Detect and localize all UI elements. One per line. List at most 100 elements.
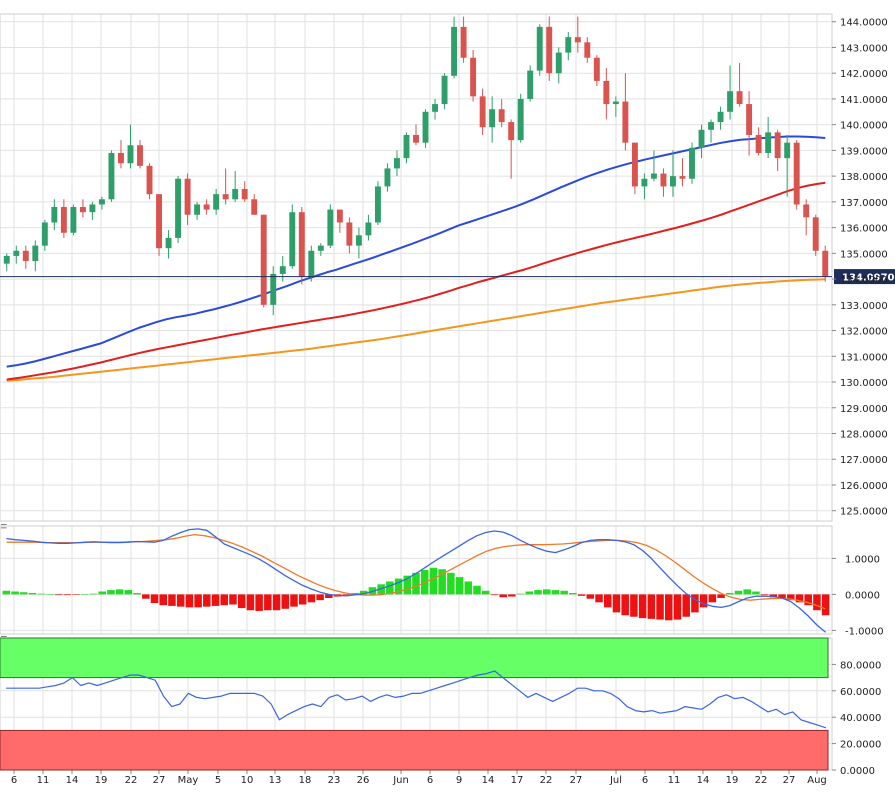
macd-hist-bar: [150, 594, 159, 604]
candle-body: [32, 245, 39, 262]
macd-panel-handle[interactable]: ≡: [0, 522, 8, 532]
macd-hist-bar: [481, 590, 490, 595]
candle-body: [517, 98, 524, 141]
price-tick-label: 131.0000: [840, 352, 888, 363]
macd-hist-bar: [211, 594, 220, 606]
candles-layer: [3, 16, 829, 316]
candle-body: [708, 122, 714, 130]
x-tick-label: Aug: [807, 775, 827, 786]
x-tick-label: 18: [299, 775, 312, 786]
candle-body: [374, 186, 381, 223]
macd-hist-bar: [630, 594, 638, 617]
x-tick-label: Jul: [609, 775, 622, 786]
candle-body: [584, 42, 591, 58]
macd-hist-bar: [316, 594, 324, 601]
candle-body: [660, 173, 667, 187]
candle-body: [251, 199, 258, 215]
macd-hist-bar: [508, 594, 516, 597]
macd-hist-bar: [813, 594, 821, 611]
last-price-tag: 134.0970: [834, 269, 895, 285]
candle-body: [108, 152, 115, 200]
price-tick-label: 141.0000: [840, 95, 888, 106]
macd-lines: [6, 528, 827, 633]
macd-hist-bar: [429, 567, 438, 595]
macd-hist-bar: [124, 590, 133, 595]
macd-hist-bar: [159, 594, 167, 606]
sma200-line: [6, 278, 826, 382]
macd-line: [6, 528, 827, 633]
rsi-line: [6, 670, 827, 729]
macd-hist-bar: [577, 594, 586, 596]
candle-body: [384, 168, 391, 187]
x-tick-label: 19: [95, 775, 108, 786]
macd-hist-bar: [551, 590, 560, 595]
x-tick-label: 6: [642, 775, 648, 786]
candle-body: [698, 129, 705, 148]
macd-hist-bar: [638, 594, 647, 619]
rsi-tick-label: 40.0000: [840, 713, 881, 724]
price-panel: 134.0970 144.0000 143.0000 142.0000 141.000…: [0, 13, 895, 522]
macd-hist-bar: [281, 594, 290, 609]
candle-body: [822, 250, 829, 277]
candle-body: [784, 142, 791, 159]
price-tick-label: 127.0000: [840, 455, 888, 466]
candle-body: [51, 207, 58, 223]
x-tick-label: 27: [153, 775, 166, 786]
macd-hist-bar: [621, 594, 629, 616]
macd-hist-bar: [795, 594, 804, 603]
candle-body: [308, 250, 315, 277]
candle-body: [355, 235, 362, 246]
candle-body: [746, 104, 753, 135]
x-tick-label: 6: [427, 775, 433, 786]
rsi-zones: [0, 637, 829, 771]
macd-hist-bar: [298, 594, 307, 605]
macd-hist-bar: [682, 594, 690, 617]
x-tick-label: 22: [540, 775, 553, 786]
candle-body: [156, 194, 162, 249]
macd-hist-bar: [752, 591, 760, 595]
macd-hist-bar: [699, 594, 708, 608]
macd-hist-bar: [290, 594, 298, 607]
x-tick-label: Jun: [392, 775, 409, 786]
candle-body: [432, 104, 438, 112]
macd-hist-bar: [525, 591, 534, 595]
macd-panel: ≡ 1.0000 0.0000 -1.0000: [0, 522, 884, 637]
price-tick-label: 129.0000: [840, 404, 888, 415]
candle-body: [727, 91, 734, 112]
rsi-tick-label: 20.0000: [840, 740, 881, 751]
macd-hist-bar: [325, 594, 333, 598]
candle-body: [479, 96, 486, 128]
candle-body: [574, 37, 581, 43]
macd-hist-bar: [246, 594, 255, 611]
candle-body: [175, 178, 182, 238]
candle-body: [213, 194, 220, 210]
last-price-bg: [834, 269, 895, 285]
candle-body: [41, 222, 48, 246]
macd-hist-bar: [673, 594, 682, 620]
candle-body: [394, 158, 400, 169]
price-tick-label: 144.0000: [840, 18, 888, 29]
macd-hist-bar: [726, 592, 734, 595]
candle-body: [346, 222, 353, 246]
x-tick-label: 11: [668, 775, 681, 786]
macd-hist-bar: [569, 592, 577, 595]
candle-body: [470, 57, 477, 97]
candle-body: [603, 80, 610, 105]
macd-hist-bar: [717, 594, 725, 598]
candle-body: [679, 176, 686, 179]
macd-hist-bar: [194, 594, 202, 608]
macd-hist-bar: [516, 593, 525, 595]
macd-hist-bar: [272, 594, 281, 611]
price-tick-label: 143.0000: [840, 43, 888, 54]
candle-body: [803, 204, 810, 218]
x-tick-label: 14: [66, 775, 79, 786]
price-tick-label: 133.0000: [840, 301, 888, 312]
candle-body: [146, 165, 153, 195]
macd-hist-bar: [203, 594, 211, 607]
candle-body: [298, 212, 305, 277]
candle-body: [717, 111, 724, 123]
macd-hist-bar: [455, 577, 464, 595]
macd-hist-bar: [2, 590, 11, 595]
macd-hist-bar: [769, 594, 778, 598]
